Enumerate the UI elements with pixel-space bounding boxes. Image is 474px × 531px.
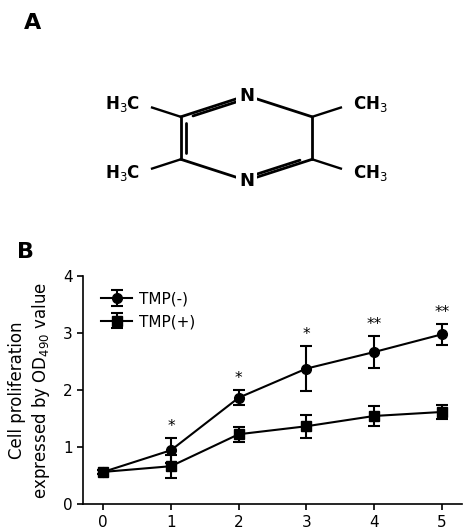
Text: CH$_3$: CH$_3$ bbox=[353, 93, 388, 114]
Text: A: A bbox=[24, 13, 41, 33]
Text: H$_3$C: H$_3$C bbox=[105, 162, 140, 183]
Text: N: N bbox=[239, 172, 254, 190]
Text: **: ** bbox=[434, 305, 449, 320]
Text: H$_3$C: H$_3$C bbox=[105, 93, 140, 114]
Text: *: * bbox=[167, 418, 175, 434]
Text: N: N bbox=[239, 87, 254, 105]
Text: *: * bbox=[302, 327, 310, 342]
Text: **: ** bbox=[366, 317, 382, 332]
Text: B: B bbox=[17, 243, 34, 262]
Y-axis label: Cell proliferation
expressed by OD$_{490}$ value: Cell proliferation expressed by OD$_{490… bbox=[9, 281, 52, 499]
Text: *: * bbox=[235, 371, 243, 386]
Text: CH$_3$: CH$_3$ bbox=[353, 162, 388, 183]
Legend: TMP(-), TMP(+): TMP(-), TMP(+) bbox=[98, 288, 199, 332]
